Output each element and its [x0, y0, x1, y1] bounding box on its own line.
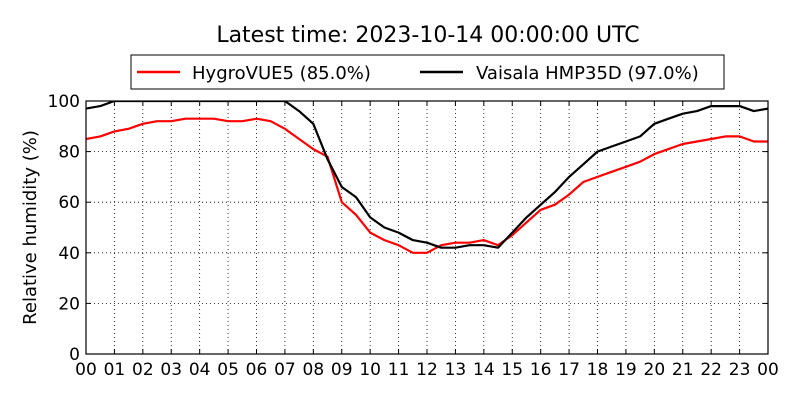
x-tick-label: 20: [644, 360, 666, 380]
y-axis-label: Relative humidity (%): [20, 130, 41, 325]
legend-label-1: Vaisala HMP35D (97.0%): [476, 63, 699, 84]
x-tick-label: 05: [217, 360, 239, 380]
y-tick-label: 40: [58, 244, 80, 264]
x-tick-label: 23: [729, 360, 751, 380]
x-tick-label: 04: [189, 360, 211, 380]
legend-label-0: HygroVUE5 (85.0%): [192, 63, 371, 84]
x-tick-label: 15: [501, 360, 523, 380]
chart-title: Latest time: 2023-10-14 00:00:00 UTC: [216, 23, 639, 48]
x-tick-label: 11: [388, 360, 410, 380]
plot-frame: [85, 100, 769, 355]
x-tick-label: 01: [104, 360, 126, 380]
series-layer: [86, 101, 768, 254]
y-tick-label: 0: [69, 345, 80, 365]
y-tick-labels: 0 20 40 60 80 100: [48, 92, 80, 365]
tick-marks: [85, 100, 769, 355]
x-tick-label: 09: [331, 360, 353, 380]
y-tick-label: 80: [58, 143, 80, 163]
x-tick-label: 06: [246, 360, 268, 380]
y-tick-label: 20: [58, 294, 80, 314]
x-tick-label: 10: [359, 360, 381, 380]
x-tick-label: 14: [473, 360, 495, 380]
series-line-0: [86, 117, 768, 254]
x-tick-label: 17: [558, 360, 580, 380]
x-tick-label: 08: [303, 360, 325, 380]
x-tick-label: 03: [160, 360, 182, 380]
grid: [86, 101, 768, 354]
x-tick-label: 19: [615, 360, 637, 380]
x-tick-labels: 00 01 02 03 04 05 06 07 08 09 10 11 12 13 14 15 16 17 18 19…: [75, 360, 779, 380]
series-line-1: [86, 101, 768, 249]
x-tick-label: 00: [75, 360, 97, 380]
x-tick-label: 00: [757, 360, 779, 380]
x-tick-label: 02: [132, 360, 154, 380]
y-tick-label: 60: [58, 193, 80, 213]
x-tick-label: 22: [700, 360, 722, 380]
x-tick-label: 16: [530, 360, 552, 380]
x-tick-label: 07: [274, 360, 296, 380]
legend: HygroVUE5 (85.0%) Vaisala HMP35D (97.0%): [130, 54, 725, 90]
x-tick-label: 18: [587, 360, 609, 380]
x-tick-label: 13: [445, 360, 467, 380]
x-tick-label: 12: [416, 360, 438, 380]
y-tick-label: 100: [48, 92, 80, 112]
x-tick-label: 21: [672, 360, 694, 380]
